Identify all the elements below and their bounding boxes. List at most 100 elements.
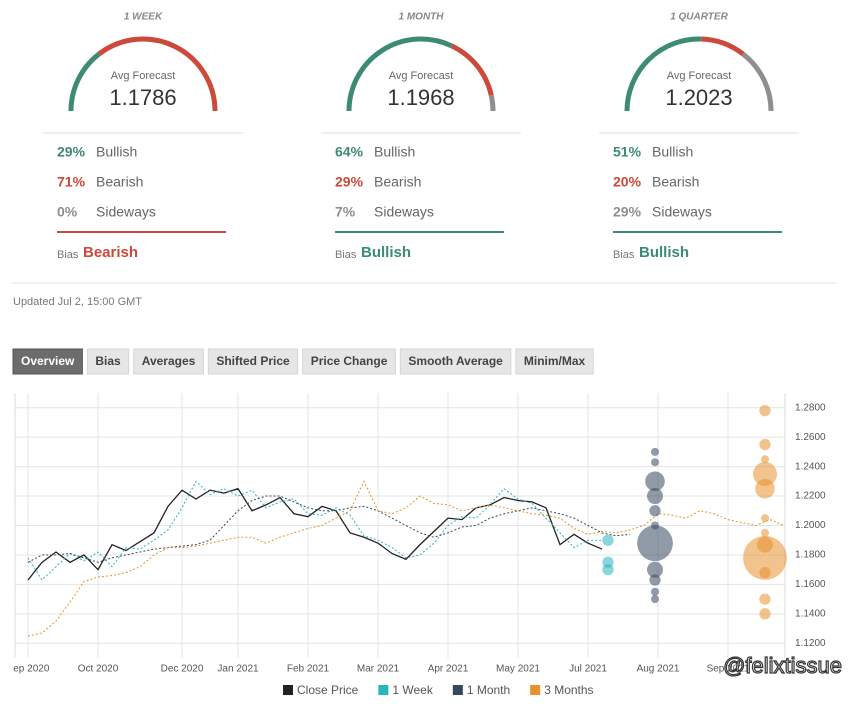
x-tick-label: Sep 2021 <box>707 664 750 675</box>
share-percent: 29% <box>57 144 86 160</box>
share-percent: 64% <box>335 144 364 160</box>
tab[interactable] <box>12 348 83 375</box>
x-tick-label: Feb 2021 <box>287 664 330 675</box>
x-tick-label: Mar 2021 <box>357 664 400 675</box>
forecast-bubble <box>645 471 665 492</box>
forecast-bubble <box>649 574 661 586</box>
forecast-bubble <box>647 561 663 578</box>
legend-label: Close Price <box>297 683 359 697</box>
share-name: Bullish <box>374 144 415 160</box>
x-tick-label: Apr 2021 <box>428 664 469 675</box>
series-line <box>27 487 603 581</box>
gauge-period: 1 MONTH <box>399 12 445 23</box>
forecast-bubble <box>602 564 614 576</box>
forecast-bubble <box>743 535 787 580</box>
tab-label[interactable]: Bias <box>95 354 121 368</box>
tab-label[interactable]: Overview <box>21 354 75 368</box>
tab-label[interactable]: Minim/Max <box>524 354 586 368</box>
share-name: Sideways <box>374 204 434 220</box>
series-line <box>27 480 602 581</box>
y-tick-label: 1.2000 <box>795 520 826 531</box>
share-name: Sideways <box>96 204 156 220</box>
legend-swatch <box>378 685 389 695</box>
gauge-caption: Avg Forecast <box>111 70 176 82</box>
share-name: Bearish <box>652 174 699 190</box>
tab[interactable] <box>515 348 594 375</box>
gauges: 1 WEEK 29% Bullish 71% Bearish 0% Sideways Avg … <box>43 12 799 261</box>
gauge-arc <box>741 52 774 112</box>
gauge-arc <box>701 36 745 57</box>
share-percent: 0% <box>57 204 78 220</box>
series-line <box>27 480 785 637</box>
tab-label[interactable]: Shifted Price <box>216 354 290 368</box>
tab-label[interactable]: Averages <box>142 354 196 368</box>
gauge-arc <box>346 36 453 112</box>
legend-label: 1 Week <box>392 683 433 697</box>
tab[interactable] <box>399 348 512 375</box>
gauge-arc <box>68 52 101 112</box>
share-name: Bearish <box>374 174 421 190</box>
x-labels: Sep 2020 Oct 2020 Dec 2020 Jan 2021 Feb 2021… <box>7 664 750 675</box>
forecast-bubble <box>761 455 769 464</box>
legend-label: 3 Months <box>544 683 593 697</box>
forecast-bubble <box>761 514 769 523</box>
tab[interactable] <box>133 348 204 375</box>
share-percent: 29% <box>335 174 364 190</box>
forecast-bubble <box>651 595 659 604</box>
gauge-arc <box>97 36 218 112</box>
share-name: Bearish <box>96 174 143 190</box>
gauge-arc <box>488 94 496 112</box>
forecast-bubble <box>761 528 769 537</box>
forecast-bubble <box>651 587 659 596</box>
x-tick-label: Dec 2020 <box>161 664 204 675</box>
forecast-bubble <box>602 534 614 546</box>
y-tick-label: 1.2600 <box>795 432 826 443</box>
forecast-bubble <box>647 488 663 505</box>
forecast-bubble <box>753 461 777 486</box>
x-tick-label: Oct 2020 <box>78 664 119 675</box>
tab[interactable] <box>302 348 396 375</box>
gauge-value: 1.2023 <box>665 85 732 110</box>
forecast-bubble <box>637 525 673 562</box>
forecast-bubble <box>759 405 771 417</box>
y-tick-label: 1.2800 <box>795 402 826 413</box>
forecast-bubble <box>759 566 771 579</box>
watermark: @felixtissue <box>723 653 842 678</box>
y-tick-label: 1.1800 <box>795 550 826 561</box>
forecast-bubble <box>759 608 771 620</box>
tab-label[interactable]: Price Change <box>311 354 388 368</box>
tab[interactable] <box>86 348 130 375</box>
gauge-value: 1.1786 <box>109 85 176 110</box>
forecast-bubble <box>649 505 661 517</box>
y-tick-label: 1.1200 <box>795 638 826 649</box>
y-tick-label: 1.2200 <box>795 491 826 502</box>
gauge-value: 1.1968 <box>387 85 454 110</box>
gauge-caption: Avg Forecast <box>389 70 454 82</box>
legend-swatch <box>452 685 463 695</box>
share-percent: 20% <box>613 174 642 190</box>
gauge-caption: Avg Forecast <box>667 70 732 82</box>
bias-label: Bias <box>613 249 635 261</box>
share-percent: 7% <box>335 204 356 220</box>
tab-label[interactable]: Smooth Average <box>408 354 503 368</box>
y-tick-label: 1.1600 <box>795 579 826 590</box>
forecast-bubble <box>651 458 659 467</box>
bias-value: Bullish <box>361 244 411 261</box>
x-tick-label: Aug 2021 <box>637 664 680 675</box>
tab[interactable] <box>207 348 299 375</box>
forecast-bubble <box>755 478 775 499</box>
share-name: Bullish <box>652 144 693 160</box>
forecast-bubble <box>651 447 659 456</box>
share-percent: 29% <box>613 204 642 220</box>
bias-label: Bias <box>335 249 357 261</box>
share-percent: 71% <box>57 174 86 190</box>
share-percent: 51% <box>613 144 642 160</box>
legend-label: 1 Month <box>467 683 510 697</box>
y-tick-label: 1.1400 <box>795 608 826 619</box>
x-tick-label: Sep 2020 <box>7 664 50 675</box>
tabs: Overview Bias Averages Shifted Price Price C… <box>12 348 594 375</box>
x-tick-label: Jul 2021 <box>569 664 607 675</box>
gauge-arc <box>624 36 702 112</box>
share-name: Sideways <box>652 204 712 220</box>
